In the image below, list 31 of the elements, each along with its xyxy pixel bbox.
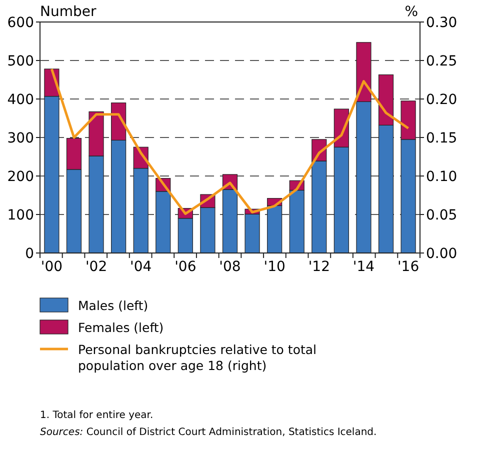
- y2-tick-label: 0.30: [426, 15, 458, 31]
- y2-tick-label: 0.10: [426, 169, 458, 185]
- y-tick-label: 400: [7, 92, 34, 108]
- y-tick-label: 200: [7, 169, 34, 185]
- y2-tick-label: 0.25: [426, 54, 458, 70]
- text: 1. Total for entire year.: [40, 410, 154, 421]
- x-tick-label: '02: [85, 259, 108, 275]
- y2-tick-label: 0.20: [426, 92, 458, 108]
- x-tick-label: '16: [397, 259, 420, 275]
- y2-tick-label: 0.00: [426, 246, 458, 262]
- legend-label: Personal bankruptcies relative to total population over age 18 (right): [78, 342, 317, 373]
- y-tick-label: 300: [7, 130, 34, 146]
- x-tick-label: '04: [130, 259, 152, 275]
- x-tick-label: '12: [308, 259, 330, 275]
- x-tick-label: '10: [264, 259, 286, 275]
- y-tick-label: 100: [7, 208, 34, 224]
- x-tick-label: '06: [174, 259, 196, 275]
- legend-label: Females (left): [78, 320, 164, 335]
- y2-axis-title: %: [404, 4, 418, 20]
- y-tick-label: 0: [25, 246, 34, 262]
- y-tick-label: 600: [7, 15, 34, 31]
- x-tick-label: '14: [352, 259, 375, 275]
- y2-tick-label: 0.05: [426, 208, 458, 224]
- line-series: [50, 68, 410, 215]
- y-axis-title: Number: [40, 4, 96, 20]
- y-tick-label: 500: [7, 54, 34, 70]
- x-tick-label: '08: [219, 259, 241, 275]
- y2-tick-label: 0.15: [426, 130, 458, 146]
- legend-label: Males (left): [78, 298, 148, 313]
- source-note: Sources: Council of District Court Administration, Statistics Iceland.: [40, 427, 377, 438]
- x-tick-label: '00: [40, 259, 63, 275]
